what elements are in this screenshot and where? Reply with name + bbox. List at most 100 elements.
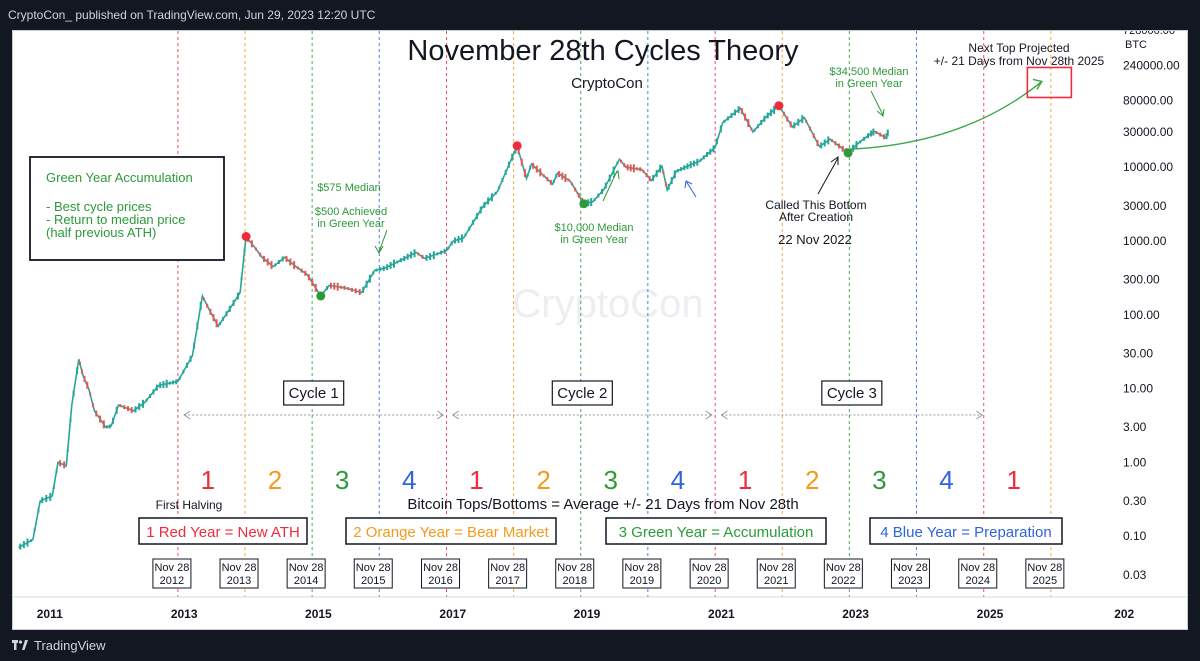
green-box-line: - Best cycle prices xyxy=(46,199,152,214)
price-candle xyxy=(841,145,844,152)
price-candle xyxy=(616,161,619,165)
achieved-500-label: $500 Achieved xyxy=(315,206,387,218)
price-candle xyxy=(300,268,303,273)
price-candle xyxy=(696,158,699,166)
price-candle xyxy=(885,133,888,140)
legend-label: 4 Blue Year = Preparation xyxy=(880,524,1051,541)
date-label-box xyxy=(958,558,998,589)
price-candle xyxy=(343,285,346,290)
date-label-month: Nov 28 xyxy=(356,562,391,574)
price-candle xyxy=(507,161,510,168)
price-candle xyxy=(789,121,792,128)
price-candle xyxy=(254,247,257,251)
price-candle xyxy=(812,133,815,139)
price-candle xyxy=(659,164,662,173)
price-candle xyxy=(76,367,79,375)
price-candle xyxy=(593,198,596,202)
price-candle xyxy=(523,169,526,178)
y-tick-label: 3000.00 xyxy=(1123,199,1167,213)
cycle-marker xyxy=(512,141,522,151)
price-candle xyxy=(517,148,520,155)
price-candle xyxy=(182,369,185,374)
next-top-label: +/- 21 Days from Nov 28th 2025 xyxy=(934,54,1105,68)
median-arrow xyxy=(870,90,885,117)
price-candle xyxy=(436,252,439,256)
price-candle xyxy=(760,120,763,125)
price-candle xyxy=(529,165,532,170)
price-candle xyxy=(577,192,580,198)
chart-panel[interactable]: CryptoCon Cycle 1 Cycle 2 Cycle 3 728000.0… xyxy=(12,30,1188,630)
price-candle xyxy=(240,277,243,280)
date-label-month: Nov 28 xyxy=(893,562,928,574)
cycle-year-number: 3 xyxy=(604,465,618,495)
price-candle xyxy=(115,406,118,414)
cycle-year-number: 3 xyxy=(872,465,886,495)
date-label-box xyxy=(286,558,326,589)
price-candle xyxy=(193,342,196,349)
price-candle xyxy=(199,301,202,310)
price-candle xyxy=(26,538,29,547)
price-candle xyxy=(716,138,718,145)
median-34500-label: in Green Year xyxy=(835,78,903,90)
price-candle xyxy=(175,379,178,385)
cycle-marker xyxy=(241,231,251,241)
price-candle xyxy=(336,282,339,291)
y-tick-label: 100.00 xyxy=(1123,308,1160,322)
price-candle xyxy=(138,403,141,411)
median-10000-label: in Green Year xyxy=(560,234,628,246)
date-label-year: 2023 xyxy=(898,575,922,587)
date-label-month: Nov 28 xyxy=(1027,562,1062,574)
price-candle xyxy=(417,252,420,256)
price-candle xyxy=(834,141,837,146)
price-candle xyxy=(314,283,317,292)
price-candle xyxy=(702,155,705,160)
price-candle xyxy=(629,164,632,172)
price-candle xyxy=(662,170,665,174)
cycle-arrow-right xyxy=(705,410,713,420)
price-candle xyxy=(413,249,416,258)
cycle-label: Cycle 1 xyxy=(289,385,339,402)
legend-label: 2 Orange Year = Bear Market xyxy=(353,524,549,541)
x-tick-label: 2019 xyxy=(574,607,601,621)
price-candle xyxy=(78,361,81,365)
date-label-box xyxy=(219,558,259,589)
x-tick-label: 2011 xyxy=(37,607,63,621)
price-candle xyxy=(225,311,228,317)
date-label-year: 2019 xyxy=(630,575,654,587)
price-candle xyxy=(222,316,225,321)
price-candle xyxy=(66,449,69,453)
x-tick-label: 2017 xyxy=(439,607,466,621)
price-candle xyxy=(372,271,375,275)
price-candle xyxy=(597,193,600,198)
cycle-year-number: 4 xyxy=(402,465,416,495)
price-candle xyxy=(165,379,168,388)
legend-box xyxy=(605,517,827,545)
price-candle xyxy=(475,213,478,220)
price-candle xyxy=(119,404,122,408)
price-candle xyxy=(883,134,885,140)
price-candle xyxy=(526,173,529,177)
price-candle xyxy=(149,394,151,399)
price-candle xyxy=(375,268,378,272)
price-candle xyxy=(468,226,471,231)
price-candle xyxy=(567,178,570,182)
price-candle xyxy=(664,182,667,187)
price-candle xyxy=(574,187,577,192)
date-label-box xyxy=(823,558,863,589)
price-candle xyxy=(86,381,89,389)
price-candle xyxy=(450,241,453,246)
y-tick-label: 240000.00 xyxy=(1123,58,1180,72)
price-candle xyxy=(570,182,573,186)
price-candle xyxy=(501,178,504,182)
price-candle xyxy=(393,259,395,268)
price-candle xyxy=(706,152,708,157)
price-candle xyxy=(106,425,108,429)
price-candle xyxy=(734,109,736,116)
price-candle xyxy=(753,128,756,132)
price-candle xyxy=(396,260,399,264)
date-label-box xyxy=(1025,558,1065,589)
price-candle xyxy=(601,189,603,194)
green-box-line: (half previous ATH) xyxy=(46,225,156,240)
price-candle xyxy=(483,201,486,208)
cycle-marker xyxy=(843,148,853,158)
